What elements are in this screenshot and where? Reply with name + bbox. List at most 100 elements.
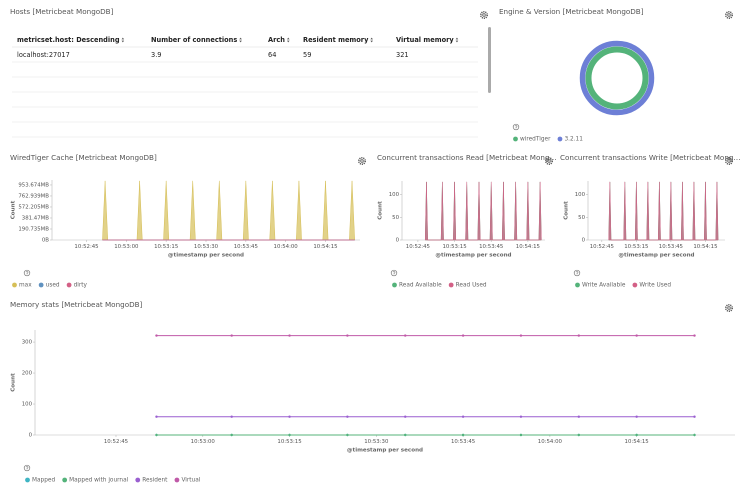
point-marker (635, 334, 638, 337)
x-tick-label: 10:53:30 (194, 244, 219, 250)
settings-gear-hole (727, 306, 731, 310)
help-icon-glyph (25, 271, 29, 275)
x-tick-label: 10:54:00 (538, 439, 563, 445)
x-axis-title: @timestamp per second (618, 253, 694, 259)
x-tick-label: 10:53:15 (277, 439, 301, 445)
legend-entry[interactable]: Mapped (32, 478, 55, 484)
panel-title: Memory stats [Metricbeat MongoDB] (10, 300, 143, 309)
sort-icon (455, 37, 459, 43)
table-cell: 3.9 (151, 51, 162, 59)
settings-gear[interactable] (724, 157, 733, 166)
point-marker (461, 334, 465, 337)
settings-gear[interactable] (479, 11, 488, 20)
point-marker (404, 415, 407, 418)
y-axis-title: Count (11, 373, 17, 392)
y-tick-label: 300 (22, 340, 33, 346)
x-tick-label: 10:54:15 (625, 439, 649, 445)
point-marker (461, 415, 465, 418)
point-marker (519, 433, 523, 437)
legend-entry[interactable]: Write Used (639, 283, 671, 289)
x-tick-label: 10:54:00 (274, 244, 299, 250)
help-icon-glyph (392, 271, 396, 275)
settings-gear[interactable] (724, 11, 733, 20)
settings-gear-hole (482, 13, 486, 17)
point-marker (155, 415, 158, 418)
column-header[interactable]: Virtual memory (396, 36, 454, 44)
column-header[interactable]: Resident memory (303, 36, 369, 44)
help-icon[interactable] (23, 269, 31, 277)
legend-entry[interactable]: wiredTiger (520, 137, 551, 143)
legend-swatch (38, 282, 44, 288)
point-marker (346, 433, 349, 437)
legend-swatch (448, 282, 454, 288)
x-axis-title: @timestamp per second (168, 253, 244, 259)
x-axis-title: @timestamp per second (347, 448, 423, 454)
help-icon[interactable] (23, 464, 31, 472)
x-tick-label: 10:53:15 (442, 244, 466, 250)
legend-entry[interactable]: used (46, 283, 60, 289)
point-marker (288, 334, 291, 337)
x-tick-label: 10:53:45 (659, 244, 683, 250)
point-marker (461, 433, 465, 437)
y-tick-label: 572.205MB (18, 204, 49, 210)
help-icon[interactable] (512, 123, 520, 131)
y-axis-title: Count (378, 201, 384, 220)
point-marker (288, 415, 291, 418)
help-icon-glyph (25, 466, 29, 470)
y-tick-label: 762.939MB (18, 193, 49, 199)
column-header[interactable]: Number of connections (151, 36, 237, 44)
panel-title: Concurrent transactions Write [Metricbea… (560, 153, 741, 162)
y-tick-label: 0 (29, 433, 33, 439)
legend-entry[interactable]: Read Used (456, 283, 487, 289)
legend-entry[interactable]: Write Available (582, 283, 626, 289)
settings-gear[interactable] (544, 157, 553, 166)
y-tick-label: 100 (22, 402, 33, 408)
y-axis-title: Count (11, 200, 17, 219)
legend-entry[interactable]: Resident (142, 478, 168, 484)
y-tick-label: 100 (575, 192, 586, 198)
settings-gear-hole (727, 13, 731, 17)
table-cell: localhost:27017 (17, 51, 70, 59)
legend-entry[interactable]: max (19, 283, 32, 289)
x-tick-label: 10:52:45 (74, 244, 98, 250)
help-icon[interactable] (573, 269, 581, 277)
panel-title: Concurrent transactions Read [Metricbeat… (377, 153, 557, 162)
x-tick-label: 10:53:45 (479, 244, 503, 250)
x-tick-label: 10:54:15 (313, 244, 337, 250)
help-icon[interactable] (390, 269, 398, 277)
x-tick-label: 10:52:45 (590, 244, 614, 250)
legend-entry[interactable]: dirty (74, 283, 88, 289)
y-tick-label: 50 (578, 215, 585, 221)
settings-gear[interactable] (724, 303, 733, 312)
donut-ring (585, 46, 649, 110)
point-marker (577, 334, 581, 337)
legend-swatch (557, 136, 563, 142)
point-marker (404, 433, 407, 437)
x-tick-label: 10:52:45 (406, 244, 430, 250)
legend-entry[interactable]: Mapped with journal (69, 478, 128, 484)
column-header[interactable]: Arch (268, 36, 285, 44)
legend-swatch (575, 282, 580, 288)
legend-swatch (62, 477, 68, 483)
point-marker (346, 334, 349, 337)
x-tick-label: 10:53:00 (114, 244, 139, 250)
column-header[interactable]: metricset.host: Descending (17, 36, 120, 44)
legend-swatch (135, 477, 141, 483)
settings-gear[interactable] (357, 157, 366, 166)
legend-entry[interactable]: Virtual (181, 478, 200, 484)
legend-entry[interactable]: Read Available (399, 283, 442, 289)
point-marker (577, 433, 581, 437)
settings-gear-hole (547, 159, 551, 163)
point-marker (230, 415, 233, 418)
help-icon-glyph (575, 271, 579, 275)
legend-swatch (174, 477, 180, 483)
x-tick-label: 10:53:15 (624, 244, 648, 250)
legend-entry[interactable]: 3.2.11 (564, 137, 583, 143)
legend-swatch (12, 282, 17, 288)
point-marker (288, 433, 291, 437)
y-tick-label: 953.674MB (18, 182, 49, 188)
point-marker (693, 415, 696, 418)
point-marker (404, 334, 407, 337)
scrollbar[interactable] (488, 27, 491, 93)
